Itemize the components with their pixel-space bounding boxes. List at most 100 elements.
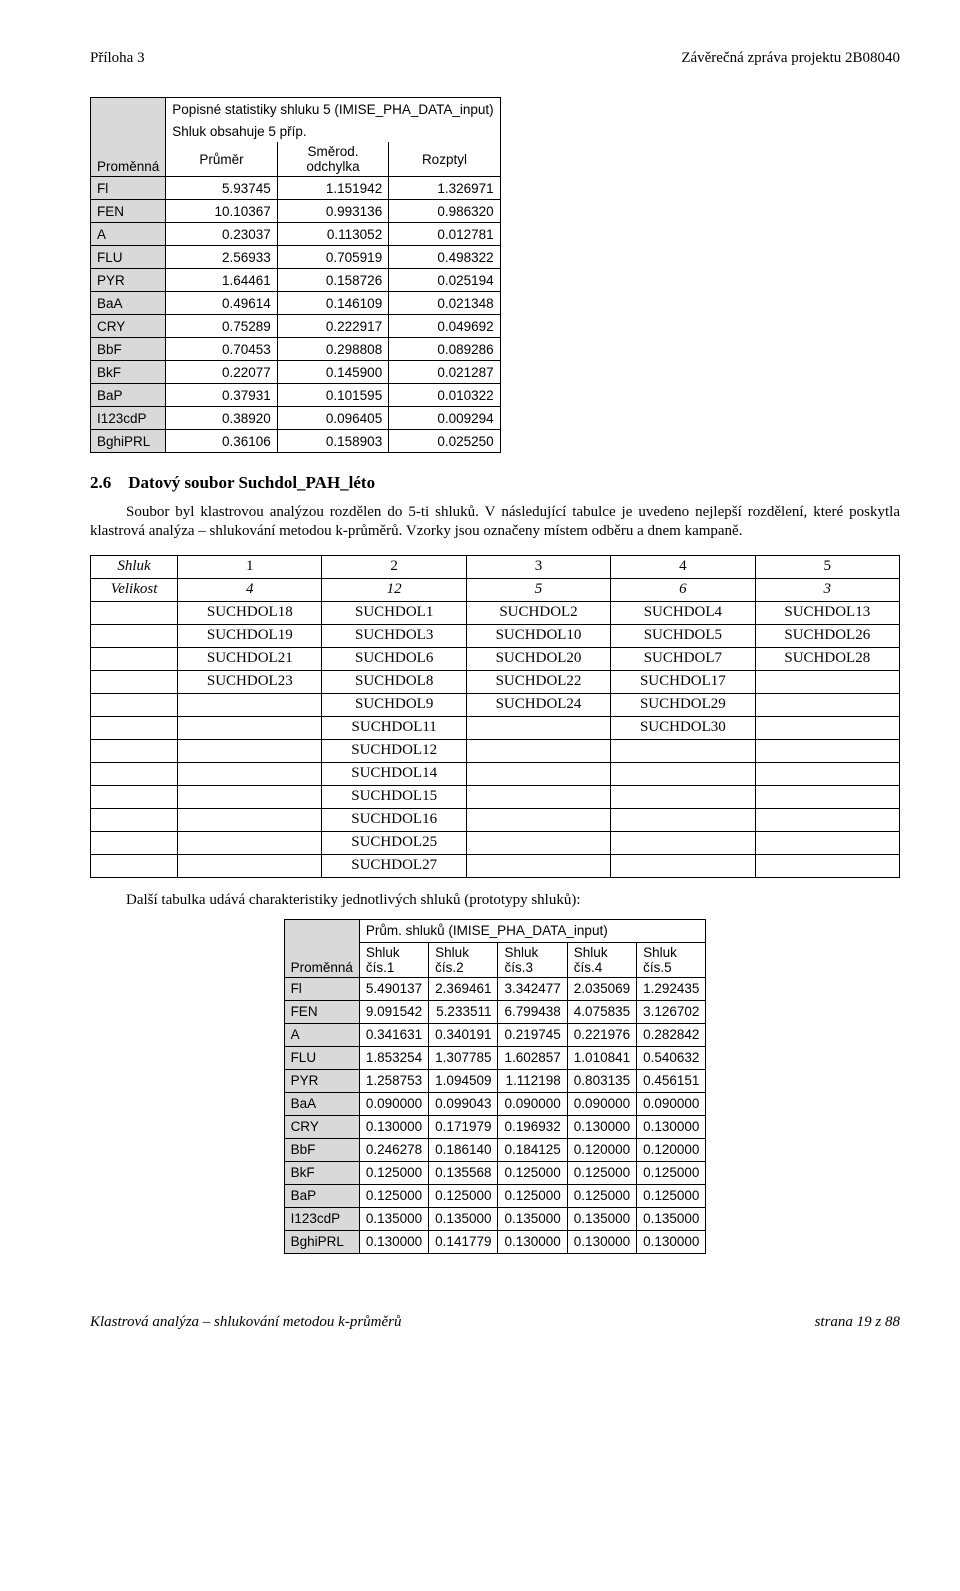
prum-val: 0.090000	[637, 1092, 706, 1115]
prum-val: 0.135000	[637, 1207, 706, 1230]
section-number: 2.6	[90, 473, 124, 493]
prum-val: 0.803135	[567, 1069, 636, 1092]
stat-mean: 0.23037	[166, 223, 277, 246]
prum-val: 0.090000	[498, 1092, 567, 1115]
prum-val: 0.282842	[637, 1023, 706, 1046]
prum-val: 0.125000	[359, 1184, 428, 1207]
shluk-cell	[611, 739, 755, 762]
prum-row-name: BaP	[284, 1184, 359, 1207]
shluk-count: 3	[466, 555, 610, 578]
prum-val: 0.340191	[429, 1023, 498, 1046]
prum-col-hdr: Shlukčís.5	[637, 942, 706, 977]
stat-sd: 0.096405	[277, 407, 388, 430]
shluk-cell: SUCHDOL21	[178, 647, 322, 670]
section-heading: 2.6 Datový soubor Suchdol_PAH_léto	[90, 473, 900, 493]
shluk-cell	[178, 831, 322, 854]
prum-val: 0.540632	[637, 1046, 706, 1069]
shluk-cell: SUCHDOL24	[466, 693, 610, 716]
shluk-cell	[466, 739, 610, 762]
stat-sd: 0.222917	[277, 315, 388, 338]
shluk-cell: SUCHDOL28	[755, 647, 899, 670]
stat-row-name: I123cdP	[91, 407, 166, 430]
shluk-cell	[466, 716, 610, 739]
shluk-cell: SUCHDOL29	[611, 693, 755, 716]
prum-val: 0.135000	[429, 1207, 498, 1230]
prum-val: 3.126702	[637, 1000, 706, 1023]
prum-row-name: A	[284, 1023, 359, 1046]
prum-val: 0.141779	[429, 1230, 498, 1253]
prum-val: 0.120000	[637, 1138, 706, 1161]
prum-val: 0.125000	[429, 1184, 498, 1207]
prum-val: 0.090000	[359, 1092, 428, 1115]
shluk-size: 12	[322, 578, 466, 601]
prum-col-hdr: Shlukčís.2	[429, 942, 498, 977]
shluk-cell	[755, 785, 899, 808]
shluk-cell: SUCHDOL8	[322, 670, 466, 693]
shluk-cell	[755, 854, 899, 877]
shluk-cell: SUCHDOL23	[178, 670, 322, 693]
shluk-blank	[91, 693, 178, 716]
stat-varv: 0.025250	[389, 430, 500, 453]
prum-val: 0.130000	[567, 1115, 636, 1138]
prum-val: 5.233511	[429, 1000, 498, 1023]
stat-varv: 0.012781	[389, 223, 500, 246]
shluk-size: 6	[611, 578, 755, 601]
stat-varv: 0.986320	[389, 200, 500, 223]
shluk-cell	[611, 762, 755, 785]
prum-row-name: FLU	[284, 1046, 359, 1069]
shluk-cell: SUCHDOL2	[466, 601, 610, 624]
shluk-cell	[755, 716, 899, 739]
shluk-cell	[178, 693, 322, 716]
shluk-size: 4	[178, 578, 322, 601]
prum-val: 2.035069	[567, 977, 636, 1000]
prum-row-name: BaA	[284, 1092, 359, 1115]
shluk-blank	[91, 739, 178, 762]
prum-title: Prům. shluků (IMISE_PHA_DATA_input)	[359, 919, 706, 942]
shluk-count: 4	[611, 555, 755, 578]
prum-val: 1.112198	[498, 1069, 567, 1092]
stat-mean: 0.22077	[166, 361, 277, 384]
shluk-cell: SUCHDOL7	[611, 647, 755, 670]
prum-val: 0.130000	[637, 1115, 706, 1138]
stat-mean: 10.10367	[166, 200, 277, 223]
shluk-cell: SUCHDOL25	[322, 831, 466, 854]
prum-val: 1.602857	[498, 1046, 567, 1069]
stat-row-name: BghiPRL	[91, 430, 166, 453]
stat-row-name: BkF	[91, 361, 166, 384]
stat-mean: 2.56933	[166, 246, 277, 269]
shluk-blank	[91, 854, 178, 877]
shluk-cell	[611, 808, 755, 831]
prum-val: 0.135000	[567, 1207, 636, 1230]
stat-row-name: Fl	[91, 177, 166, 200]
shluk-cell: SUCHDOL18	[178, 601, 322, 624]
prum-val: 0.120000	[567, 1138, 636, 1161]
shluk-count: 2	[322, 555, 466, 578]
stat-mean: 0.36106	[166, 430, 277, 453]
stat-varv: 0.010322	[389, 384, 500, 407]
prum-val: 0.246278	[359, 1138, 428, 1161]
stat-sd: 0.993136	[277, 200, 388, 223]
shluk-cell	[178, 716, 322, 739]
prum-val: 1.292435	[637, 977, 706, 1000]
shluk-cell: SUCHDOL17	[611, 670, 755, 693]
shluk-blank	[91, 716, 178, 739]
prum-val: 0.171979	[429, 1115, 498, 1138]
section-title-text: Datový soubor Suchdol_PAH_léto	[128, 473, 375, 492]
prum-val: 0.186140	[429, 1138, 498, 1161]
velikost-row-label: Velikost	[91, 578, 178, 601]
prum-val: 0.125000	[498, 1161, 567, 1184]
prum-val: 0.130000	[567, 1230, 636, 1253]
stat-title1: Popisné statistiky shluku 5 (IMISE_PHA_D…	[166, 98, 500, 121]
shluk-cell	[755, 831, 899, 854]
stat-varv: 0.025194	[389, 269, 500, 292]
stat-sd: 0.113052	[277, 223, 388, 246]
stat-varv: 0.021348	[389, 292, 500, 315]
stat-row-name: A	[91, 223, 166, 246]
stat-row-name: FEN	[91, 200, 166, 223]
stat-row-name: BbF	[91, 338, 166, 361]
header-right: Závěrečná zpráva projektu 2B08040	[681, 50, 900, 67]
prum-table: Proměnná Prům. shluků (IMISE_PHA_DATA_in…	[284, 919, 707, 1254]
prum-row-name: BbF	[284, 1138, 359, 1161]
stat-varv: 0.498322	[389, 246, 500, 269]
shluk-cell	[755, 739, 899, 762]
